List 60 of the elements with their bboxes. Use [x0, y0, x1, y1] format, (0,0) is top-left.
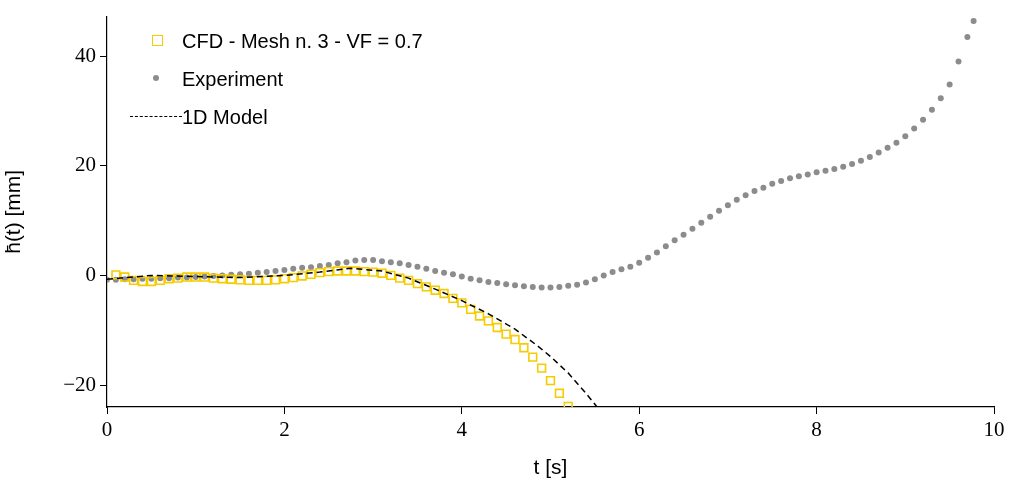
point — [111, 270, 121, 280]
point — [350, 266, 361, 276]
point — [439, 288, 449, 299]
legend-label: Experiment — [182, 67, 284, 91]
y-tick-label: 40 — [75, 42, 96, 67]
point — [120, 272, 130, 282]
point — [528, 352, 538, 362]
x-tick-label: 10 — [983, 417, 1005, 442]
x-tick-label: 0 — [101, 417, 113, 442]
point — [554, 388, 565, 398]
x-tick-label: 4 — [456, 417, 468, 442]
point — [146, 276, 157, 287]
point — [297, 271, 307, 281]
point — [324, 266, 334, 277]
point — [315, 267, 325, 278]
point — [270, 275, 281, 285]
point — [474, 311, 485, 321]
point — [430, 285, 440, 295]
point — [341, 266, 352, 276]
point — [279, 274, 290, 284]
point — [306, 269, 316, 279]
x-tick-label: 2 — [279, 417, 290, 442]
y-axis-title: h̄(t) [mm] — [1, 169, 25, 254]
point — [457, 298, 467, 308]
point — [235, 275, 245, 285]
x-tick-label: 8 — [811, 417, 822, 442]
point — [501, 329, 511, 339]
x-axis-title: t [s] — [533, 455, 568, 479]
point — [421, 282, 432, 292]
point — [465, 304, 476, 315]
point — [226, 274, 236, 284]
point — [332, 266, 343, 276]
point — [288, 272, 298, 283]
point — [217, 274, 227, 284]
point — [377, 268, 387, 278]
point — [368, 267, 378, 277]
y-tick-label: −20 — [63, 371, 96, 396]
point — [510, 334, 520, 345]
point — [412, 278, 423, 289]
point — [137, 276, 148, 287]
point — [359, 266, 369, 277]
legend-label: 1D Model — [182, 105, 268, 129]
point — [448, 293, 458, 304]
point — [386, 270, 396, 281]
point — [492, 322, 502, 333]
point — [244, 275, 254, 286]
point — [536, 363, 547, 373]
point — [483, 316, 494, 326]
point — [261, 275, 272, 286]
point — [395, 273, 405, 283]
point — [545, 375, 556, 386]
y-tick-label: 20 — [75, 152, 96, 177]
legend-label: CFD - Mesh n. 3 - VF = 0.7 — [182, 29, 423, 53]
point — [208, 273, 219, 283]
point — [253, 275, 263, 286]
point — [519, 343, 529, 353]
y-tick-label: 0 — [85, 261, 96, 286]
point — [403, 275, 414, 286]
x-tick-label: 6 — [633, 417, 645, 442]
point — [155, 275, 165, 286]
